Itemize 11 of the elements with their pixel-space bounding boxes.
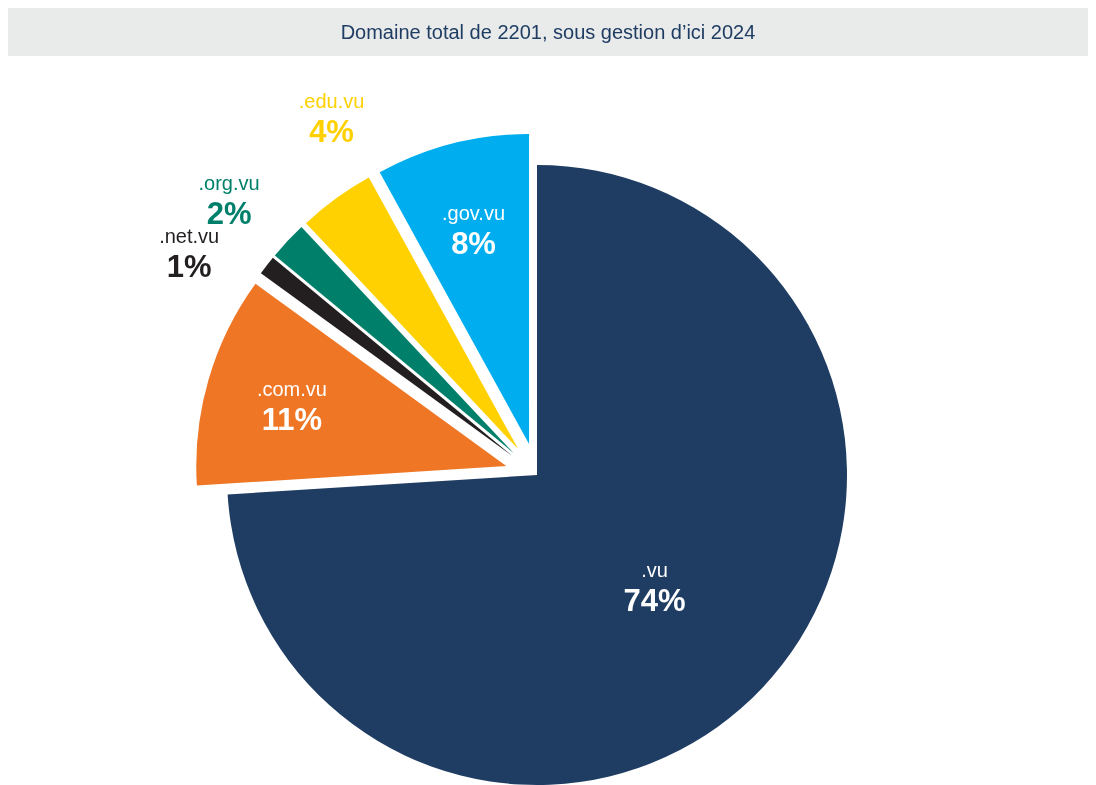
- data-label: 11%: [261, 401, 323, 437]
- slice-label: .org.vu: [198, 172, 260, 195]
- slice-label: .vu: [641, 559, 668, 582]
- data-label: 74%: [623, 583, 686, 619]
- data-label: 4%: [309, 113, 354, 149]
- slice-label: .com.vu: [256, 377, 327, 400]
- slice-label: .edu.vu: [298, 89, 365, 112]
- data-label: 1%: [166, 248, 212, 284]
- slice-label: .gov.vu: [442, 201, 506, 224]
- chart-title: Domaine total de 2201, sous gestion d’ici 2024: [8, 8, 1088, 56]
- data-label: 8%: [451, 225, 496, 261]
